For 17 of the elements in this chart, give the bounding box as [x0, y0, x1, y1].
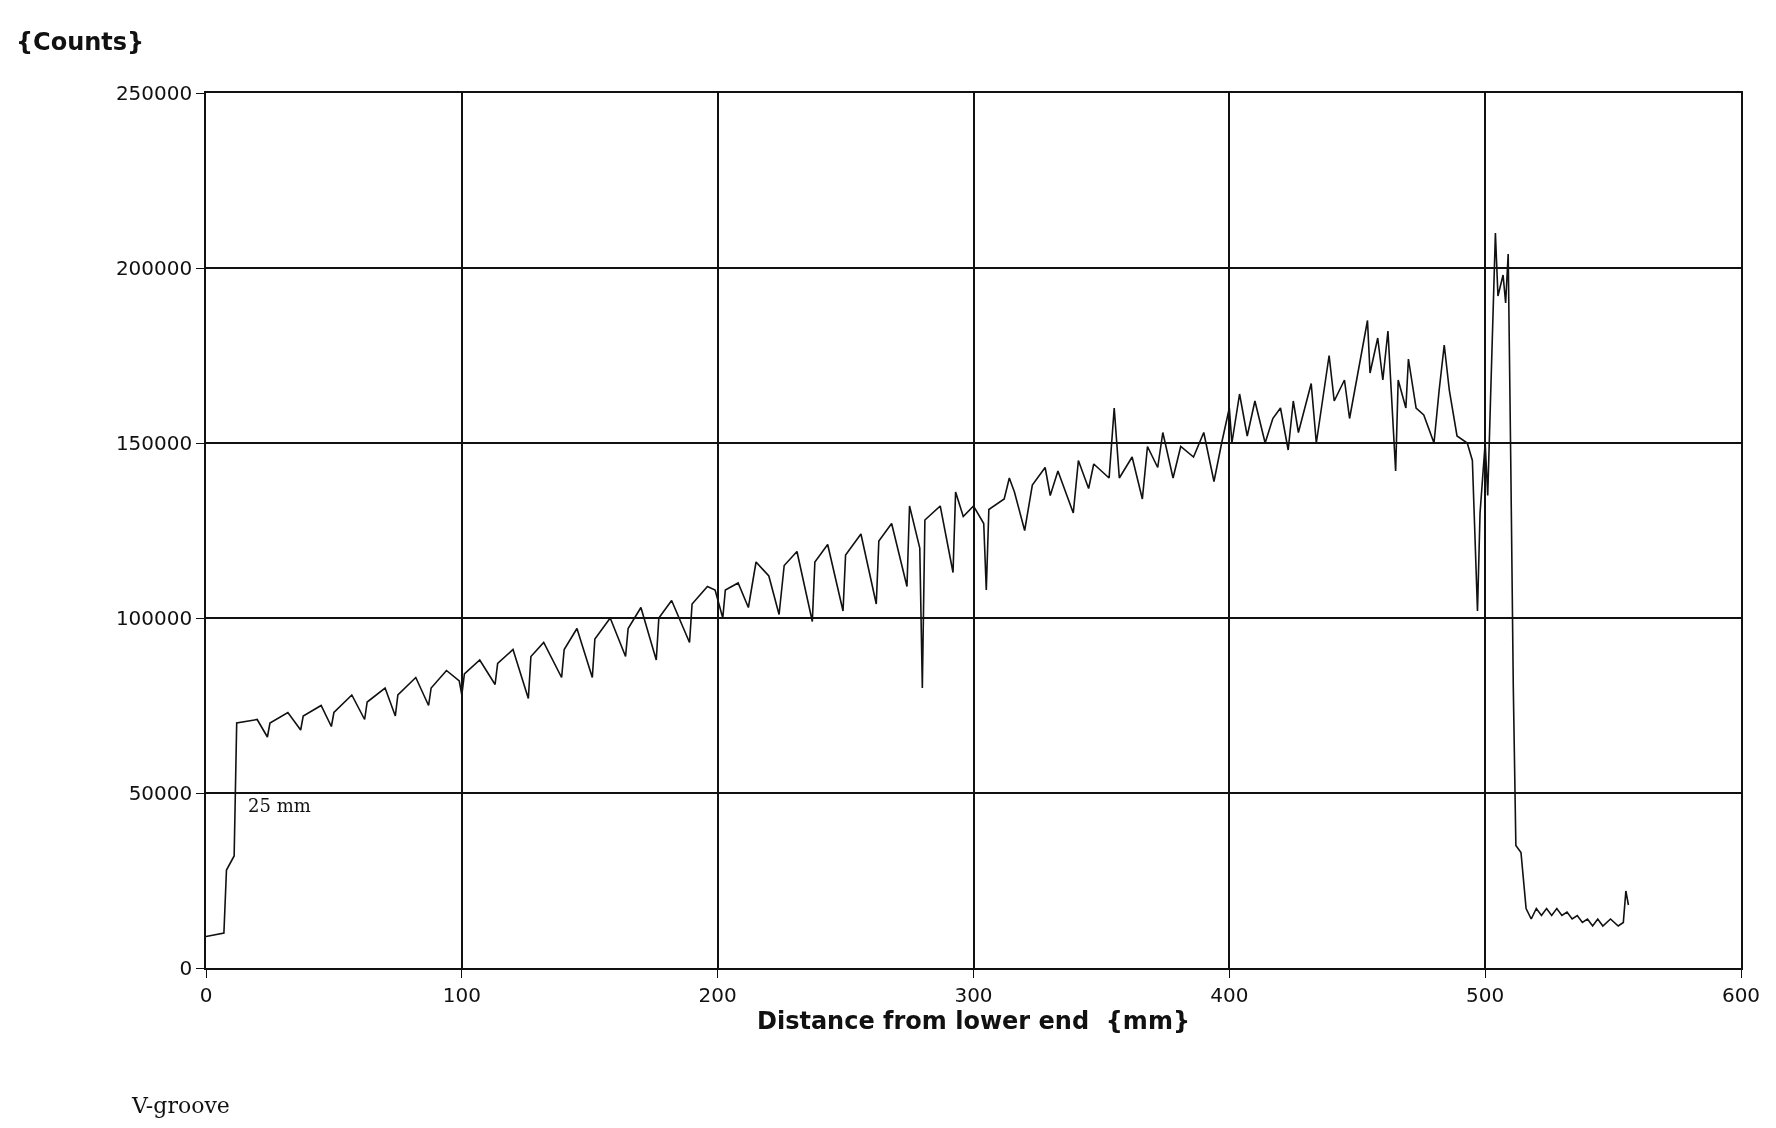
y-tick-label: 0: [179, 956, 193, 980]
y-axis-title: {Counts}: [16, 28, 145, 56]
y-tick-label: 150000: [115, 431, 193, 455]
x-tick-label: 100: [442, 982, 481, 1007]
x-axis-title: Distance from lower end {mm}: [757, 1006, 1190, 1035]
y-tick-label: 200000: [115, 256, 193, 280]
x-tick-label: 400: [1210, 982, 1249, 1007]
text: V-groove: [131, 1093, 230, 1118]
x-tick-label: 300: [954, 982, 993, 1007]
annotation: 25 mm: [248, 795, 311, 816]
y-tick-label: 50000: [128, 781, 193, 805]
x-tick-label: 200: [698, 982, 737, 1007]
x-tick-label: 600: [1721, 982, 1761, 1007]
x-tick-label: 0: [199, 982, 213, 1007]
x-tick-label: 500: [1466, 982, 1505, 1007]
y-tick-label: 100000: [115, 606, 193, 630]
y-tick-label: 250000: [115, 81, 193, 105]
